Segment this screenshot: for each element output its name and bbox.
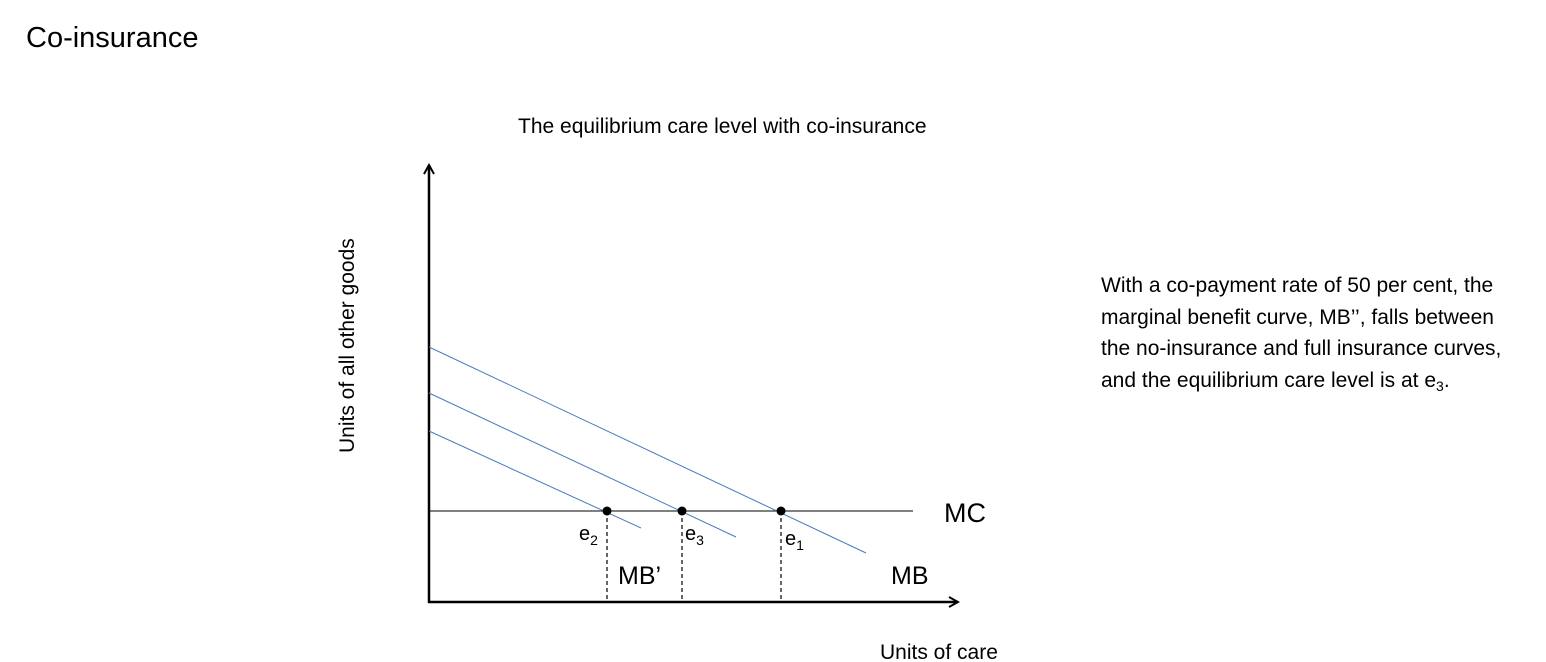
mb-prime-label: MB’ (618, 562, 661, 590)
point-label-e2: e2 (579, 523, 598, 548)
point-e1 (776, 506, 786, 516)
slide-title: Co-insurance (26, 22, 199, 54)
explanation-body: With a co-payment rate of 50 per cent, t… (1101, 274, 1502, 392)
point-e3 (677, 506, 687, 516)
point-label-e1: e1 (785, 528, 804, 553)
explanation-subscript: 3 (1436, 377, 1444, 394)
mc-label: MC (944, 498, 986, 528)
explanation-end: . (1443, 368, 1450, 392)
point-label-e3: e3 (685, 523, 704, 548)
diagram-title: The equilibrium care level with co-insur… (518, 115, 927, 138)
mb-no-insurance-curve (428, 346, 867, 554)
mb-co-insurance-curve (428, 392, 737, 538)
point-e2 (602, 506, 612, 516)
x-axis-label: Units of care (880, 641, 998, 662)
y-axis-label: Units of all other goods (336, 238, 359, 453)
explanation-text: With a co-payment rate of 50 per cent, t… (1101, 270, 1521, 396)
mb-label: MB (891, 562, 929, 590)
